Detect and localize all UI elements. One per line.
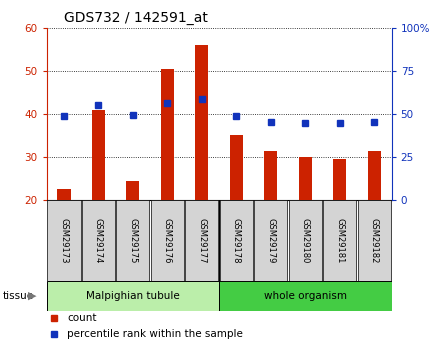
Text: GSM29181: GSM29181	[336, 218, 344, 263]
Text: ▶: ▶	[28, 291, 36, 301]
Text: GSM29180: GSM29180	[301, 218, 310, 263]
Text: Malpighian tubule: Malpighian tubule	[86, 291, 180, 301]
Bar	[255, 200, 287, 281]
Bar	[219, 281, 392, 310]
Bar	[299, 157, 312, 200]
Bar	[324, 200, 356, 281]
Bar	[92, 110, 105, 200]
Bar	[47, 281, 219, 310]
Bar	[117, 200, 150, 281]
Bar	[48, 200, 81, 281]
Text: whole organism: whole organism	[264, 291, 347, 301]
Bar	[230, 136, 243, 200]
Bar	[57, 189, 70, 200]
Text: count: count	[68, 313, 97, 323]
Bar	[264, 150, 277, 200]
Text: GSM29173: GSM29173	[60, 218, 69, 263]
Text: GDS732 / 142591_at: GDS732 / 142591_at	[64, 11, 208, 25]
Bar	[126, 181, 139, 200]
Text: tissue: tissue	[2, 291, 33, 301]
Bar	[195, 45, 208, 200]
Bar	[368, 150, 381, 200]
Bar	[186, 200, 218, 281]
Text: GSM29179: GSM29179	[267, 218, 275, 263]
Text: GSM29177: GSM29177	[198, 218, 206, 263]
Bar	[151, 200, 184, 281]
Bar	[333, 159, 346, 200]
Text: GSM29175: GSM29175	[129, 218, 138, 263]
Text: percentile rank within the sample: percentile rank within the sample	[68, 329, 243, 339]
Bar	[358, 200, 391, 281]
Bar	[161, 69, 174, 200]
Text: GSM29182: GSM29182	[370, 218, 379, 263]
Text: GSM29174: GSM29174	[94, 218, 103, 263]
Bar	[289, 200, 322, 281]
Bar	[82, 200, 115, 281]
Bar	[220, 200, 253, 281]
Text: GSM29176: GSM29176	[163, 218, 172, 263]
Text: GSM29178: GSM29178	[232, 218, 241, 263]
